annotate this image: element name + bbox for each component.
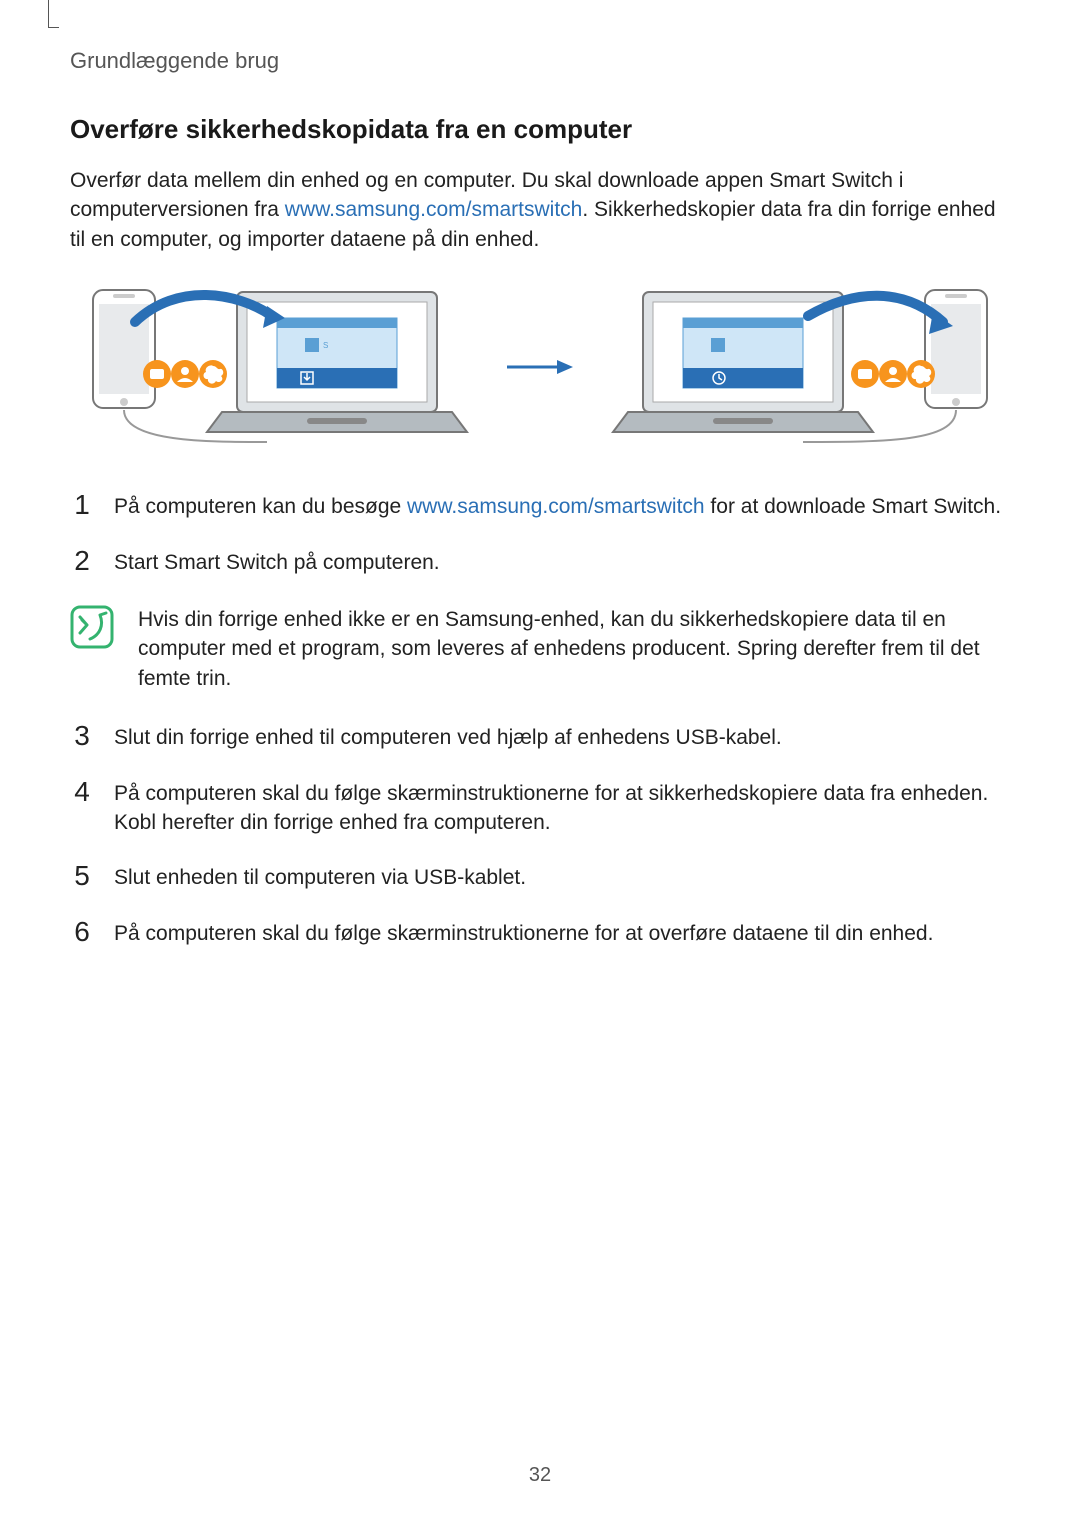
step-5: 5 Slut enheden til computeren via USB-ka… [70, 863, 1010, 892]
section-title: Overføre sikkerhedskopidata fra en compu… [70, 114, 1010, 145]
transfer-diagram: S [70, 282, 1010, 452]
intro-paragraph: Overfør data mellem din enhed og en comp… [70, 166, 1010, 254]
note-text: Hvis din forrige enhed ikke er en Samsun… [138, 603, 1010, 693]
note-icon [70, 605, 114, 649]
info-note: Hvis din forrige enhed ikke er en Samsun… [70, 603, 1010, 693]
steps-list: 1 På computeren kan du besøge www.samsun… [70, 492, 1010, 948]
step-body: Start Smart Switch på computeren. [114, 548, 1010, 577]
step-number: 4 [70, 777, 94, 808]
step-6: 6 På computeren skal du følge skærminstr… [70, 919, 1010, 948]
step-4: 4 På computeren skal du følge skærminstr… [70, 779, 1010, 838]
step-2: 2 Start Smart Switch på computeren. [70, 548, 1010, 577]
intro-link[interactable]: www.samsung.com/smartswitch [285, 198, 583, 221]
diagram-backup: S [87, 282, 477, 452]
step-number: 3 [70, 721, 94, 752]
step-1: 1 På computeren kan du besøge www.samsun… [70, 492, 1010, 521]
step-body: På computeren kan du besøge www.samsung.… [114, 492, 1010, 521]
step-1-pre: På computeren kan du besøge [114, 495, 407, 518]
diagram-restore [603, 282, 993, 452]
step-1-link[interactable]: www.samsung.com/smartswitch [407, 495, 705, 518]
step-number: 2 [70, 546, 94, 577]
breadcrumb: Grundlæggende brug [70, 48, 1010, 74]
step-body: På computeren skal du følge skærminstruk… [114, 779, 1010, 838]
step-body: På computeren skal du følge skærminstruk… [114, 919, 1010, 948]
page-number: 32 [0, 1464, 1080, 1487]
step-number: 6 [70, 917, 94, 948]
step-body: Slut din forrige enhed til computeren ve… [114, 723, 1010, 752]
svg-text:S: S [323, 341, 328, 350]
step-number: 1 [70, 490, 94, 521]
step-3: 3 Slut din forrige enhed til computeren … [70, 723, 1010, 752]
step-1-post: for at downloade Smart Switch. [705, 495, 1001, 518]
step-number: 5 [70, 861, 94, 892]
arrow-right-icon [505, 357, 575, 377]
corner-tick [48, 0, 49, 28]
step-body: Slut enheden til computeren via USB-kabl… [114, 863, 1010, 892]
